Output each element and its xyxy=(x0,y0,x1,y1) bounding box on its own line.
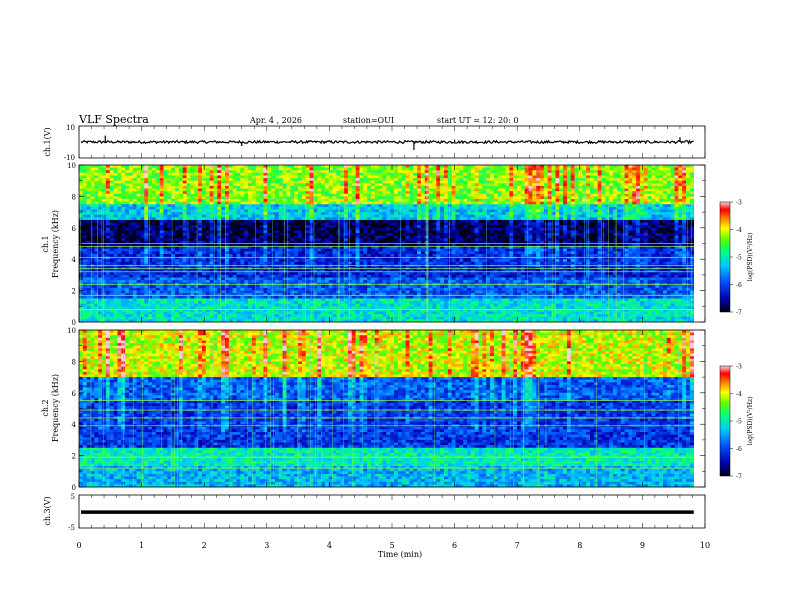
figure-title: VLF Spectra xyxy=(78,113,149,126)
ch1-colorbar-label: log(PSD)(V²/Hz) xyxy=(747,233,754,282)
ch1-spectrogram-image xyxy=(79,165,705,322)
ch1-colorbar-tick: -5 xyxy=(736,255,742,262)
ch1-colorbar-tick: -4 xyxy=(736,227,742,234)
ch1-spectrogram-ytick-label: 4 xyxy=(72,256,77,264)
start-time-label: start UT = 12: 20: 0 xyxy=(437,116,518,125)
ch1-ytick-max: 10 xyxy=(66,124,75,132)
x-tick-label: 8 xyxy=(577,541,582,550)
ch2-spectrogram-image xyxy=(79,330,705,487)
ch2-spectrogram-ytick-label: 8 xyxy=(72,358,76,366)
ch1-ytick-min: -10 xyxy=(64,154,75,162)
x-axis-label: Time (min) xyxy=(378,550,422,559)
ch2-frequency-label: Frequency (kHz) xyxy=(51,374,60,442)
ch1-spectrogram-ytick-label: 2 xyxy=(72,288,76,296)
x-tick-label: 2 xyxy=(202,541,207,550)
x-tick-label: 0 xyxy=(76,541,81,550)
ch1-colorbar-tick: -7 xyxy=(736,310,742,317)
ch2-colorbar-label: log(PSD)(V²/Hz) xyxy=(747,397,754,446)
ch2-colorbar-tick: -6 xyxy=(736,446,742,453)
ch2-colorbar-tick: -3 xyxy=(736,364,742,371)
station-label: station=OUI xyxy=(343,116,394,125)
x-tick-label: 3 xyxy=(264,541,269,550)
x-tick-label: 4 xyxy=(327,541,332,550)
ch2-colorbar-tick: -7 xyxy=(736,474,742,481)
ch1-spectrogram-ytick-label: 6 xyxy=(72,225,77,233)
ch2-spectrogram-ylabel: ch.2 xyxy=(41,399,50,416)
ch2-spectrogram-ytick-label: 4 xyxy=(72,421,77,429)
ch3-waveform-panel: 5 -5 ch.3(V) xyxy=(43,493,705,532)
ch1-spectrogram-ytick-label: 0 xyxy=(72,319,76,327)
ch2-spectrogram-ytick-label: 10 xyxy=(67,327,76,335)
ch3-ytick-max: 5 xyxy=(71,493,75,501)
ch1-frequency-label: Frequency (kHz) xyxy=(51,210,60,278)
ch3-ytick-min: -5 xyxy=(68,524,75,532)
ch1-ylabel: ch.1(V) xyxy=(43,127,52,156)
ch3-ylabel: ch.3(V) xyxy=(43,496,52,525)
x-tick-label: 1 xyxy=(139,541,144,550)
ch1-colorbar xyxy=(720,202,730,312)
ch1-colorbar-tick: -3 xyxy=(736,200,742,207)
x-tick-label: 7 xyxy=(515,541,520,550)
x-tick-label: 6 xyxy=(452,541,457,550)
x-tick-label: 10 xyxy=(700,541,710,550)
x-tick-label: 5 xyxy=(389,541,394,550)
ch1-spectrogram-ytick-label: 10 xyxy=(67,162,76,170)
ch2-colorbar xyxy=(720,366,730,476)
ch2-colorbar-tick: -5 xyxy=(736,419,742,426)
ch2-spectrogram-ytick-label: 2 xyxy=(72,453,76,461)
ch2-colorbar-tick: -4 xyxy=(736,391,742,398)
vlf-spectra-figure: VLF Spectra Apr. 4 , 2026 station=OUI st… xyxy=(0,0,792,612)
ch1-waveform-panel: 10 -10 ch.1(V) xyxy=(43,124,705,162)
date-label: Apr. 4 , 2026 xyxy=(249,116,302,125)
ch1-colorbar-tick: -6 xyxy=(736,282,742,289)
ch2-spectrogram-ytick-label: 0 xyxy=(72,484,76,492)
x-tick-label: 9 xyxy=(640,541,645,550)
ch2-spectrogram-ytick-label: 6 xyxy=(72,390,77,398)
ch1-spectrogram-ylabel: ch.1 xyxy=(41,235,50,252)
ch1-spectrogram-ytick-label: 8 xyxy=(72,193,76,201)
